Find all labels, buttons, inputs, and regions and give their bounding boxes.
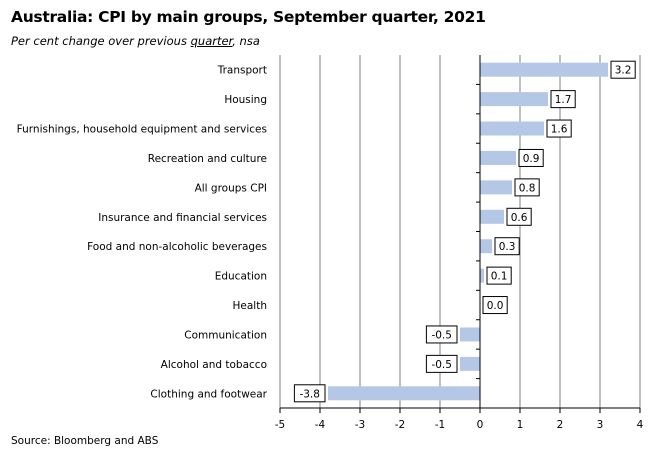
bar [480, 209, 504, 224]
category-label: Recreation and culture [148, 153, 267, 165]
category-label: Education [215, 271, 267, 283]
data-labels: 3.2 1.7 1.6 0.9 0.8 0.6 0.3 0.1 0.0 -0.5 -0.5 -3.8 [293, 60, 636, 403]
x-tick-label: -2 [395, 419, 405, 431]
data-label: 0.3 [499, 241, 516, 253]
data-label: 1.7 [555, 94, 572, 106]
data-label: -3.8 [299, 388, 320, 400]
data-label: 0.0 [487, 300, 504, 312]
data-label-box [514, 178, 540, 197]
bar [480, 62, 608, 77]
bar [480, 180, 512, 195]
category-labels: Transport Housing Furnishings, household e… [17, 65, 268, 401]
chart-title: Australia: CPI by main groups, September… [11, 8, 486, 26]
x-tick-label: -5 [275, 419, 285, 431]
category-label: Transport [217, 65, 267, 77]
data-label: 1.6 [551, 124, 568, 136]
data-label-box [486, 266, 512, 285]
x-tick-label: 3 [597, 419, 604, 431]
data-label: -0.5 [431, 329, 452, 341]
source-note: Source: Bloomberg and ABS [11, 435, 159, 447]
data-label: 3.2 [615, 65, 632, 77]
data-label-box [506, 207, 532, 226]
category-label: Food and non-alcoholic beverages [87, 241, 267, 253]
bar [480, 92, 548, 107]
category-label: Health [233, 300, 267, 312]
x-tick-label: 2 [557, 419, 564, 431]
category-label: Communication [184, 329, 267, 341]
bar [480, 150, 516, 165]
data-label-box [546, 119, 572, 138]
axes [279, 55, 641, 413]
bars [328, 62, 608, 401]
data-label: -0.5 [431, 359, 452, 371]
gridlines [279, 55, 641, 408]
data-label-box [425, 325, 458, 344]
x-tick-label: -3 [355, 419, 365, 431]
category-label: Clothing and footwear [150, 388, 267, 400]
subtitle-text: Per cent change over previous [11, 34, 191, 48]
x-tick-label: 4 [637, 419, 644, 431]
bar [480, 239, 492, 254]
bar [460, 327, 480, 342]
data-label-box [518, 148, 544, 167]
bar [480, 121, 544, 136]
bar [480, 268, 484, 283]
data-label: 0.1 [491, 271, 508, 283]
data-label: 0.9 [523, 153, 540, 165]
category-label: All groups CPI [195, 182, 267, 194]
data-label-box [550, 90, 576, 109]
bar [460, 356, 480, 371]
x-tick-label: -4 [315, 419, 326, 431]
chart-subtitle: Per cent change over previous quarter, n… [11, 34, 260, 48]
data-label-box [293, 384, 326, 403]
subtitle-suffix: , nsa [232, 34, 260, 48]
category-label: Insurance and financial services [98, 212, 267, 224]
x-tick-label: 1 [517, 419, 524, 431]
category-label: Alcohol and tobacco [161, 359, 267, 371]
data-label-box [494, 237, 520, 256]
data-label: 0.6 [511, 212, 528, 224]
bar [328, 386, 480, 401]
data-label: 0.8 [519, 182, 536, 194]
category-label: Housing [224, 94, 267, 106]
subtitle-underlined-word: quarter [190, 34, 233, 48]
data-label-box [482, 296, 508, 315]
data-label-box [610, 60, 636, 79]
category-label: Furnishings, household equipment and ser… [17, 124, 267, 136]
x-tick-label: -1 [435, 419, 445, 431]
data-label-box [425, 354, 458, 373]
x-tick-label: 0 [477, 419, 484, 431]
x-tick-labels: -5 -4 -3 -2 -1 0 1 2 3 4 [275, 419, 644, 431]
